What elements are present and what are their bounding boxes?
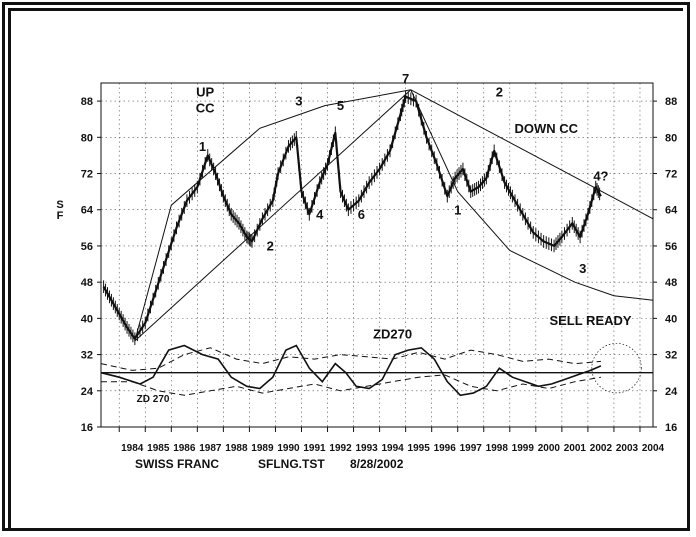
- price-series: [102, 90, 602, 346]
- x-tick-label: 1988: [225, 443, 248, 454]
- x-tick-label: 2003: [616, 443, 639, 454]
- channel-lines: [134, 89, 654, 342]
- y-tick-label: 16: [665, 422, 677, 434]
- x-tick-label: 1997: [460, 443, 483, 454]
- x-tick-label: 1995: [408, 443, 431, 454]
- y-tick-label: 72: [81, 169, 93, 181]
- x-tick-label: 1991: [303, 443, 326, 454]
- y-tick-label: 80: [81, 132, 93, 144]
- y-tick-label: 48: [81, 277, 93, 289]
- y-tick-label: 88: [81, 96, 93, 108]
- y-tick-label: 32: [81, 350, 93, 362]
- y-tick-label: 64: [81, 205, 94, 217]
- x-tick-label: 2002: [590, 443, 613, 454]
- y-axis-label-part: S: [56, 199, 63, 211]
- annotation-label: 7: [402, 71, 409, 86]
- x-axis: 1984 1985 1986 1987 1988 1989 1990 1991 1992 1993…: [118, 427, 665, 454]
- y-tick-label: 40: [665, 313, 677, 325]
- x-tick-label: 1990: [277, 443, 300, 454]
- annotation-label: 5: [337, 98, 344, 113]
- plot-area: [100, 82, 654, 428]
- x-tick-label: 1989: [251, 443, 274, 454]
- footer-date: 8/28/2002: [350, 457, 404, 471]
- annotation-label: DOWN CC: [514, 121, 578, 136]
- annotation-label: 2: [267, 238, 274, 253]
- footer-file: SFLNG.TST: [258, 457, 325, 471]
- annotation-label: 3: [579, 261, 586, 276]
- x-tick-label: 1996: [434, 443, 457, 454]
- y-axis-right: 88 80 72 64 56 48 40 32 24 16: [653, 96, 678, 434]
- annotation-label: 4?: [593, 168, 608, 183]
- down-channel-upper-line: [410, 89, 654, 220]
- x-tick-label: 1998: [486, 443, 509, 454]
- annotation-label: UP: [196, 85, 214, 100]
- y-tick-label: 64: [665, 205, 678, 217]
- y-tick-label: 24: [665, 386, 678, 398]
- annotation-label: 1: [199, 139, 206, 154]
- x-tick-label: 1994: [381, 443, 404, 454]
- x-tick-label: 2004: [642, 443, 665, 454]
- outer-frame: [2, 2, 690, 531]
- annotation-label: SELL READY: [549, 313, 631, 328]
- y-tick-label: 48: [665, 277, 677, 289]
- zd-band-lower: [101, 374, 601, 396]
- x-tick-label: 2001: [564, 443, 587, 454]
- annotation-label: 2: [496, 85, 503, 100]
- y-tick-label: 16: [81, 422, 93, 434]
- y-tick-label: 24: [81, 386, 94, 398]
- annotation-label: 1: [454, 202, 461, 217]
- down-channel-lower-line: [410, 89, 654, 301]
- y-tick-label: 72: [665, 169, 677, 181]
- y-axis-left: 88 80 72 64 56 48 40 32 24 16: [81, 96, 101, 434]
- signal-circle: [591, 343, 642, 394]
- x-tick-label: 1992: [329, 443, 352, 454]
- annotation-label: ZD270: [373, 327, 412, 342]
- x-tick-label: 2000: [538, 443, 561, 454]
- y-tick-label: 56: [81, 241, 93, 253]
- annotation-label: CC: [196, 100, 215, 115]
- y-tick-label: 32: [665, 350, 677, 362]
- y-tick-label: 88: [665, 96, 677, 108]
- inner-frame: [8, 8, 683, 528]
- x-tick-label: 1993: [355, 443, 378, 454]
- x-tick-label: 1999: [512, 443, 535, 454]
- x-tick-label: 1986: [173, 443, 196, 454]
- annotation-label: 3: [295, 94, 302, 109]
- plot-border: [100, 82, 654, 428]
- annotation-label: 6: [358, 207, 365, 222]
- y-tick-label: 80: [665, 132, 677, 144]
- x-tick-label: 1987: [199, 443, 222, 454]
- x-tick-label: 1985: [147, 443, 170, 454]
- annotation-label: ZD 270: [137, 394, 170, 405]
- y-tick-label: 56: [665, 241, 677, 253]
- up-channel-lower-line: [134, 89, 412, 342]
- grid: [101, 83, 653, 428]
- zd270-oscillator-line: [100, 344, 602, 397]
- y-axis-label-part: F: [57, 210, 64, 222]
- up-channel-upper-line: [134, 89, 411, 342]
- footer-instrument: SWISS FRANC: [135, 457, 219, 471]
- y-tick-label: 40: [81, 313, 93, 325]
- zd-bands: [100, 344, 653, 397]
- x-tick-label: 1984: [121, 443, 144, 454]
- annotation-label: 4: [316, 207, 324, 222]
- zd-band-upper: [100, 347, 601, 371]
